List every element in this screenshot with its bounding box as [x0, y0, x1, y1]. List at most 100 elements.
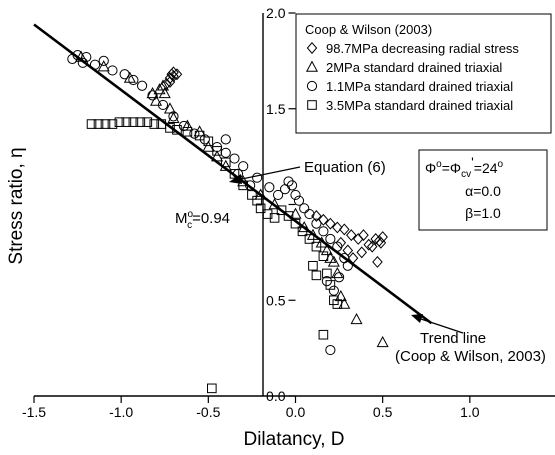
legend-square-icon — [307, 100, 317, 110]
circle-point — [333, 272, 345, 283]
square-point — [311, 270, 322, 281]
equation-arrow-head — [229, 174, 242, 184]
triangle-point — [149, 94, 163, 106]
phi-cv-sub: cv — [461, 169, 471, 180]
square-point — [107, 119, 118, 129]
y-ticks: 0.0 0.5 1.5 2.0 — [266, 5, 296, 404]
square-point — [269, 213, 280, 223]
square-point — [318, 329, 329, 340]
circle-point — [229, 153, 240, 164]
x-tick-label: 0.5 — [373, 404, 393, 420]
phi-symbol: Φ — [425, 160, 436, 176]
phi-value-sup: o — [498, 159, 504, 170]
x-tick-label: 0.0 — [286, 404, 306, 420]
square-point — [247, 190, 257, 200]
square-point — [203, 136, 214, 147]
square-point — [304, 234, 315, 244]
diamond-point — [164, 75, 176, 88]
triangle-point — [327, 255, 340, 267]
circle-point — [220, 134, 231, 145]
circle-point — [283, 176, 294, 187]
square-point — [229, 169, 240, 179]
mc-annotation: Mo c=0.94 — [175, 209, 230, 231]
square-point — [142, 117, 153, 127]
square-point — [93, 119, 104, 129]
y-axis-title: Stress ratio, η — [6, 147, 27, 264]
x-tick-label: -1.0 — [109, 404, 133, 420]
square-point — [100, 119, 111, 129]
triangle-point — [211, 150, 224, 162]
square-point — [290, 218, 301, 229]
circle-point — [264, 182, 275, 193]
x-tick-label: 1.0 — [460, 404, 480, 420]
diamond-point — [372, 255, 383, 268]
circle-point — [304, 208, 315, 220]
square-point — [255, 203, 266, 214]
y-tick-label: 1.5 — [266, 101, 286, 117]
triangle-point — [123, 71, 136, 83]
square-point — [165, 123, 175, 133]
triangle-point — [268, 198, 281, 210]
square-point — [311, 241, 322, 252]
x-tick-label: -0.5 — [196, 404, 220, 420]
square-point — [252, 195, 262, 206]
trend-line — [33, 23, 433, 325]
circle-point — [157, 99, 169, 111]
diamond-point — [342, 244, 354, 257]
trend-arrow-line — [417, 317, 464, 334]
diamond-point — [325, 217, 336, 230]
circle-point — [119, 69, 130, 80]
square-point — [297, 226, 308, 237]
circle-point — [220, 147, 231, 158]
diamond-point — [363, 238, 374, 251]
square-point — [283, 211, 294, 221]
data-markers — [67, 50, 389, 394]
legend: Coop & Wilson (2003) 98.7MPa decreasing … — [295, 13, 552, 134]
square-point — [207, 383, 217, 394]
circle-point — [328, 285, 339, 296]
circle-point — [332, 241, 343, 252]
triangle-point — [376, 335, 389, 348]
diamond-point — [358, 229, 369, 242]
square-point — [322, 268, 332, 279]
circle-point — [286, 180, 298, 191]
circle-point — [318, 226, 329, 237]
diamond-point — [347, 252, 359, 265]
trend-label: Trend line — [420, 330, 486, 347]
mc-value: =0.94 — [192, 210, 230, 227]
x-tick-label: -1.5 — [22, 404, 46, 420]
y-tick-label: 0.0 — [266, 388, 286, 404]
square-point — [325, 280, 336, 290]
diamond-point — [375, 236, 387, 249]
diamond-point — [335, 236, 347, 249]
circle-point — [168, 111, 179, 122]
diamond-point — [318, 213, 329, 226]
square-point — [121, 117, 132, 127]
circle-point — [89, 59, 101, 70]
circle-point — [128, 74, 139, 86]
diamond-point — [332, 221, 343, 234]
x-ticks: -1.5 -1.0 -0.5 0.0 0.5 1.0 — [22, 396, 480, 420]
triangle-point — [167, 111, 180, 124]
circle-point — [325, 344, 336, 356]
legend-box — [295, 13, 552, 134]
parameters-box: Φo=Φcv'=24o α=0.0 β=1.0 — [418, 149, 548, 231]
square-point — [114, 117, 125, 127]
legend-triangle-icon — [305, 60, 319, 72]
diamond-point — [377, 231, 388, 244]
circle-point — [325, 233, 336, 245]
diamond-point — [366, 240, 378, 253]
triangle-point — [75, 50, 88, 62]
circle-point — [81, 51, 92, 63]
diamond-point — [311, 210, 322, 222]
trend-arrow-head — [411, 314, 423, 323]
triangle-point — [320, 244, 333, 256]
diamond-point — [168, 66, 179, 79]
equation-arrow-line — [236, 166, 301, 181]
circle-point — [311, 218, 322, 229]
circle-point — [107, 65, 118, 76]
phi-value: =24 — [474, 160, 498, 176]
triangle-point — [254, 188, 267, 200]
square-point — [276, 205, 287, 216]
